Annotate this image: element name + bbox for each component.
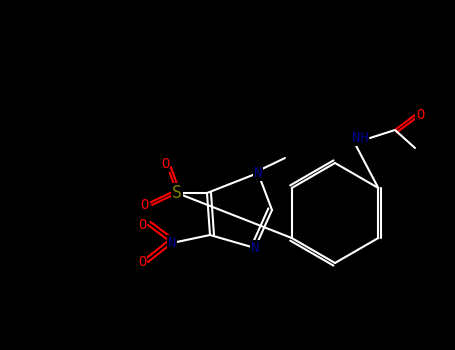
Text: O: O (161, 157, 169, 171)
Text: O: O (138, 255, 146, 269)
Text: O: O (416, 108, 424, 122)
Text: S: S (172, 184, 182, 202)
Text: N: N (254, 166, 262, 180)
Text: N: N (251, 241, 259, 255)
Text: NH: NH (352, 131, 369, 145)
Text: O: O (140, 198, 148, 212)
Text: N: N (168, 236, 176, 250)
Text: O: O (138, 218, 146, 232)
